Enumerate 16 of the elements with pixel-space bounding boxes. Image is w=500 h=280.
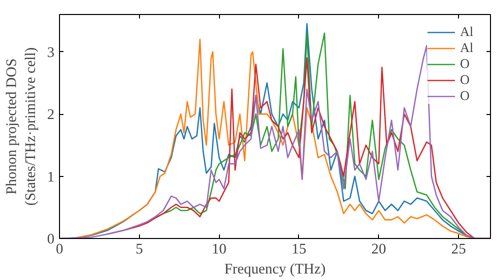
x-tick-label: 25 <box>451 242 466 258</box>
x-tick-label: 10 <box>212 242 226 258</box>
legend-label: O <box>460 72 471 88</box>
x-tick-label: 20 <box>371 242 386 258</box>
y-axis-title: Phonon projected DOS (States/THz·primitive cell) <box>4 47 40 206</box>
legend-label: O <box>460 88 471 104</box>
x-axis-title: Frequency (THz) <box>224 262 326 278</box>
y-tick-label: 3 <box>47 44 54 61</box>
x-tick-label: 15 <box>292 242 306 258</box>
x-tick-label: 5 <box>136 242 143 258</box>
y-tick-label: 0 <box>47 232 54 248</box>
y-tick-label: 2 <box>47 107 54 124</box>
legend-label: Al <box>460 24 474 40</box>
legend-label: O <box>460 56 471 72</box>
y-tick-label: 1 <box>47 169 54 186</box>
legend-label: Al <box>460 40 474 56</box>
